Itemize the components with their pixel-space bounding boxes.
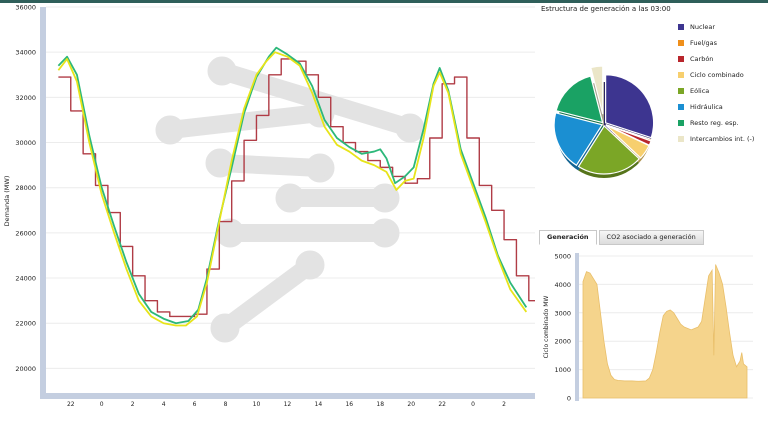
y-tick-label: 22000 <box>15 320 36 328</box>
x-tick-label: 0 <box>471 401 475 408</box>
legend-item: Carbón <box>678 51 754 67</box>
pie-slice[interactable] <box>590 65 604 115</box>
forecast-demand-line <box>57 46 528 325</box>
x-tick-label: 20 <box>407 401 415 408</box>
y-axis-bar <box>40 7 46 393</box>
pie-slice[interactable] <box>605 124 650 159</box>
x-tick-label: 8 <box>224 401 228 408</box>
small-y-tick-label: 0 <box>567 395 571 403</box>
y-tick-label: 26000 <box>15 229 36 237</box>
small-y-tick-label: 4000 <box>554 281 571 289</box>
small-y-axis-label: Ciclo combinado MW <box>543 296 550 359</box>
small-y-tick-label: 2000 <box>554 338 571 346</box>
x-tick-label: 6 <box>193 401 197 408</box>
legend-swatch <box>678 88 684 94</box>
small-y-axis-bar <box>575 253 579 401</box>
x-tick-label: 12 <box>284 401 292 408</box>
legend-label: Carbón <box>690 55 714 63</box>
legend-label: Eólica <box>690 87 710 95</box>
legend-label: Nuclear <box>690 23 716 31</box>
y-tick-labels: 20000 22000 24000 26000 28000 30000 32000 34000… <box>15 4 36 373</box>
top-bar <box>0 0 768 3</box>
x-tick-label: 10 <box>253 401 261 408</box>
x-tick-label: 22 <box>67 401 75 408</box>
y-tick-label: 24000 <box>15 275 36 283</box>
pie-slice[interactable] <box>553 112 604 167</box>
legend-swatch <box>678 120 684 126</box>
combined-cycle-area <box>582 264 748 399</box>
demand-chart: 2000022000240002600028000300003200034000… <box>3 4 535 408</box>
small-y-tick-label: 5000 <box>554 253 571 261</box>
x-tick-label: 18 <box>376 401 384 408</box>
y-tick-label: 28000 <box>15 184 36 192</box>
legend-item: Fuel/gas <box>678 35 754 51</box>
x-tick-label: 2 <box>131 401 135 408</box>
legend-label: Fuel/gas <box>690 39 717 47</box>
legend-swatch <box>678 56 684 62</box>
legend-swatch <box>678 136 684 142</box>
y-tick-label: 30000 <box>15 139 36 147</box>
small-y-tick-label: 3000 <box>554 309 571 317</box>
legend-item: Nuclear <box>678 19 754 35</box>
pie-title: Estructura de generación a las 03:00 <box>541 5 671 13</box>
y-axis-label: Demanda (MW) <box>3 176 11 227</box>
legend-item: Eólica <box>678 83 754 99</box>
legend-label: Intercambios int. (-) <box>690 135 755 143</box>
pie-slice[interactable] <box>555 75 604 124</box>
small-y-tick-label: 1000 <box>554 366 571 374</box>
legend-item: Hidráulica <box>678 99 754 115</box>
legend-item: Intercambios int. (-) <box>678 131 754 147</box>
y-tick-label: 20000 <box>15 365 36 373</box>
chart-tabs: Generación CO2 asociado a generación <box>539 230 706 245</box>
x-tick-label: 22 <box>438 401 446 408</box>
combined-cycle-chart: 0 1000 2000 3000 4000 5000 Ciclo combinado MW <box>543 253 753 403</box>
legend-label: Hidráulica <box>690 103 723 111</box>
x-tick-label: 16 <box>345 401 353 408</box>
real-demand-line <box>58 58 535 318</box>
tab-co2[interactable]: CO2 asociado a generación <box>598 230 704 245</box>
legend-label: Resto reg. esp. <box>690 119 739 127</box>
x-tick-label: 4 <box>162 401 166 408</box>
demand-series <box>57 46 535 327</box>
legend-item: Ciclo combinado <box>678 67 754 83</box>
x-tick-labels: 22 0 2 4 6 8 10 12 14 16 18 20 22 0 2 <box>67 401 506 408</box>
scheduled-demand-line <box>57 51 528 327</box>
small-y-tick-labels: 0 1000 2000 3000 4000 5000 <box>554 253 571 403</box>
y-tick-label: 34000 <box>15 49 36 57</box>
y-tick-label: 32000 <box>15 94 36 102</box>
pie-slice[interactable] <box>605 74 655 139</box>
x-tick-label: 2 <box>502 401 506 408</box>
legend-item: Resto reg. esp. <box>678 115 754 131</box>
x-tick-label: 14 <box>315 401 323 408</box>
legend-swatch <box>678 104 684 110</box>
legend-swatch <box>678 72 684 78</box>
pie-legend: Nuclear Fuel/gas Carbón Ciclo combinado Eóli… <box>678 19 754 147</box>
tab-generacion[interactable]: Generación <box>539 230 597 245</box>
legend-swatch <box>678 24 684 30</box>
y-tick-label: 36000 <box>15 4 36 12</box>
legend-swatch <box>678 40 684 46</box>
generation-pie <box>553 65 655 178</box>
x-tick-label: 0 <box>100 401 104 408</box>
watermark-logo <box>155 56 425 343</box>
x-axis-bar <box>40 393 535 399</box>
pie-slice[interactable] <box>577 125 641 175</box>
legend-label: Ciclo combinado <box>690 71 744 79</box>
